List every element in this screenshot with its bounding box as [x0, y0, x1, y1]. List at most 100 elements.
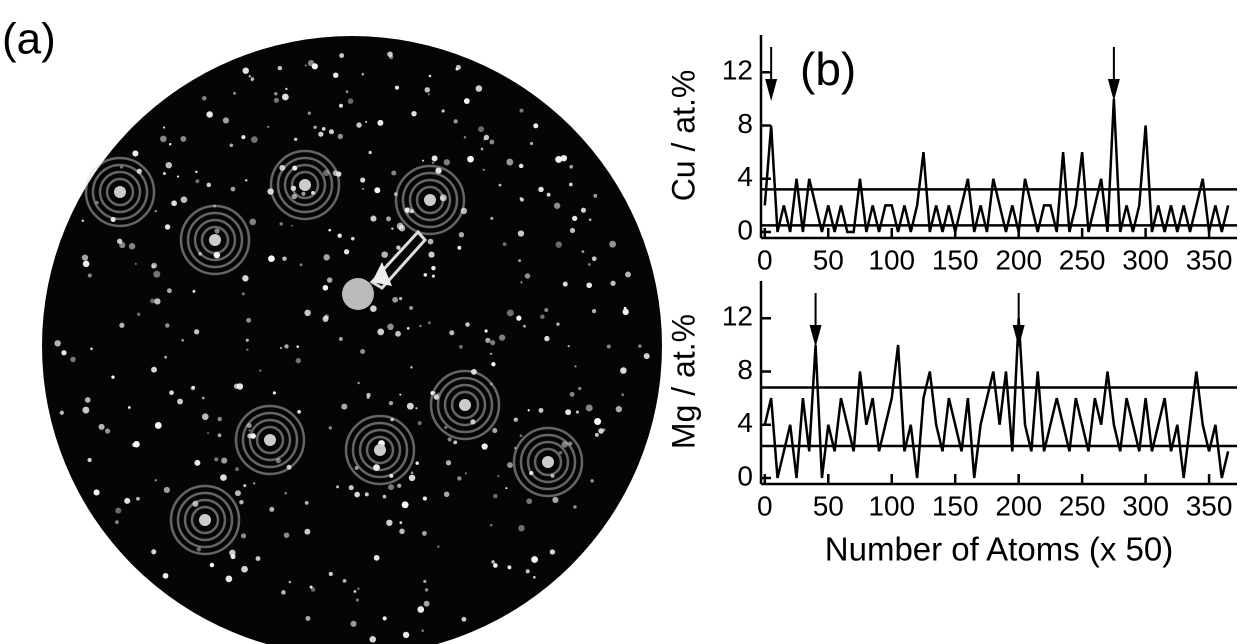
spot	[443, 491, 450, 498]
spot	[610, 280, 616, 286]
spot	[540, 314, 545, 319]
spot	[338, 336, 343, 341]
ring	[358, 428, 402, 472]
spot	[424, 87, 431, 93]
ring	[234, 404, 306, 476]
ring-core	[264, 434, 276, 446]
x-tick-label: 250	[1059, 244, 1106, 275]
spot	[195, 170, 198, 174]
spot	[277, 65, 283, 71]
spot	[355, 598, 360, 602]
spot	[453, 119, 458, 124]
micrograph-disc	[42, 36, 662, 644]
spot	[544, 308, 549, 312]
spot	[447, 437, 452, 442]
spot	[410, 209, 415, 214]
spot	[437, 392, 440, 395]
spot	[517, 230, 525, 237]
spot	[217, 416, 222, 422]
spot	[171, 200, 177, 207]
spot	[492, 428, 498, 434]
spot	[423, 600, 430, 607]
spot	[485, 337, 491, 343]
spot	[457, 245, 462, 250]
spot	[267, 188, 274, 195]
ring	[533, 447, 563, 477]
spot	[427, 321, 431, 325]
spot	[465, 322, 470, 327]
spot	[328, 426, 333, 430]
spot	[304, 528, 311, 535]
spot	[81, 254, 89, 261]
spot	[538, 186, 544, 193]
spot	[163, 172, 166, 175]
spot	[136, 496, 140, 501]
spot	[268, 255, 275, 263]
spot	[370, 215, 377, 222]
spot	[249, 218, 257, 226]
spot	[493, 563, 498, 568]
spot	[357, 587, 360, 591]
annotation: (b)	[800, 43, 856, 95]
spot	[463, 98, 470, 104]
spot	[313, 125, 317, 129]
spot	[274, 91, 278, 96]
spot	[423, 273, 428, 277]
x-tick-label: 300	[1122, 244, 1169, 275]
spot	[560, 154, 568, 162]
ring-core	[542, 456, 554, 468]
micrograph	[42, 36, 662, 644]
spot	[526, 498, 533, 505]
ring	[443, 383, 487, 427]
spot	[428, 251, 435, 258]
spot	[248, 75, 251, 78]
spot	[567, 345, 570, 348]
spot	[176, 175, 180, 178]
spot	[87, 273, 92, 278]
spot	[169, 390, 174, 396]
spot	[153, 270, 161, 278]
spot	[307, 59, 315, 67]
spot	[572, 215, 578, 221]
spot	[370, 305, 377, 312]
spot	[304, 501, 309, 505]
spot	[410, 471, 414, 475]
spot	[369, 636, 377, 643]
spot	[350, 236, 355, 241]
spot	[284, 344, 289, 349]
panel-label: (a)	[2, 15, 56, 64]
ring-core	[374, 444, 386, 456]
ring	[429, 369, 501, 441]
spot	[177, 398, 183, 405]
spot	[514, 446, 517, 450]
spot	[151, 549, 157, 555]
ring	[526, 440, 570, 484]
spot	[305, 615, 311, 621]
spot	[406, 402, 414, 410]
data-line	[763, 98, 1230, 234]
spot	[119, 242, 126, 249]
spot	[115, 520, 119, 525]
spot	[573, 505, 577, 509]
ring	[394, 164, 466, 236]
ring	[269, 149, 341, 221]
spot	[533, 123, 539, 129]
spot	[163, 126, 166, 129]
spot	[538, 407, 544, 413]
spot	[328, 571, 333, 577]
spot	[220, 474, 227, 481]
ring	[98, 170, 142, 214]
spot	[233, 91, 237, 95]
spot	[578, 386, 582, 391]
spot	[388, 484, 395, 491]
x-tick-label: 350	[1186, 490, 1233, 521]
spot	[284, 492, 287, 495]
micrograph-spots	[54, 51, 650, 643]
ring-core	[299, 179, 311, 191]
spot	[214, 457, 219, 462]
spot	[195, 179, 200, 184]
spot	[562, 281, 568, 287]
spot	[399, 521, 403, 525]
y-tick-label: 8	[737, 354, 753, 385]
spot	[443, 159, 450, 166]
